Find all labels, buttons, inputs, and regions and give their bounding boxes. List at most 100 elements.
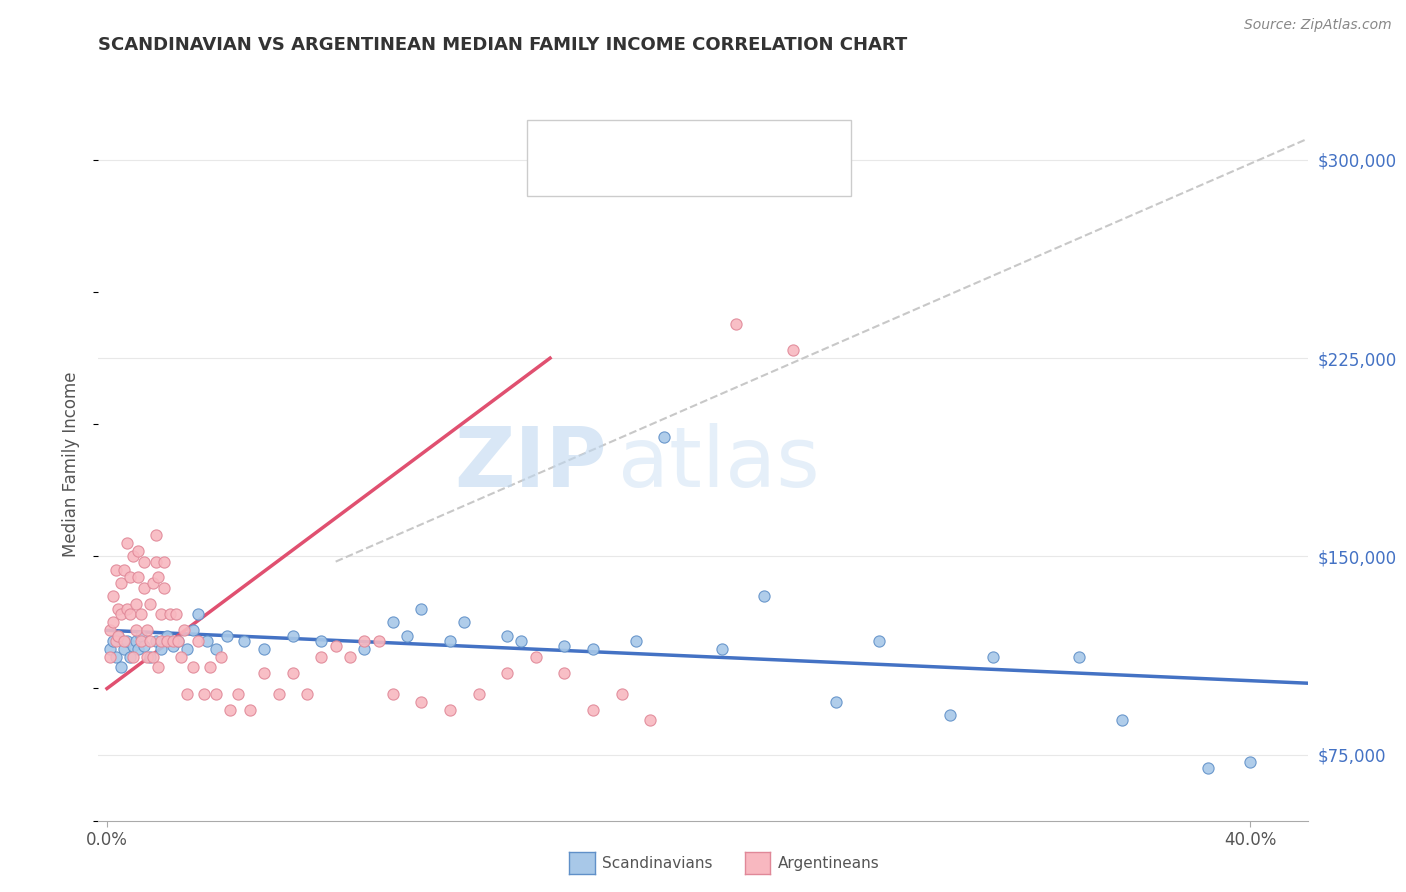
Point	[381, 615, 404, 630]
Point	[104, 634, 127, 648]
Point	[118, 649, 141, 664]
Text: R =: R =	[582, 164, 619, 182]
Point	[115, 602, 138, 616]
Text: 0.362: 0.362	[624, 164, 678, 182]
Point	[98, 649, 121, 664]
Point	[115, 634, 138, 648]
Point	[101, 615, 124, 630]
Point	[110, 575, 132, 590]
Point	[145, 555, 167, 569]
Point	[112, 634, 135, 648]
Text: ZIP: ZIP	[454, 424, 606, 504]
Point	[162, 634, 184, 648]
Point	[150, 607, 173, 622]
Point	[724, 317, 747, 331]
Point	[139, 634, 162, 648]
Point	[167, 634, 190, 648]
Point	[1111, 713, 1133, 727]
Point	[396, 629, 419, 643]
Point	[121, 639, 143, 653]
Point	[215, 629, 238, 643]
Point	[582, 641, 605, 656]
Point	[624, 634, 647, 648]
Text: SCANDINAVIAN VS ARGENTINEAN MEDIAN FAMILY INCOME CORRELATION CHART: SCANDINAVIAN VS ARGENTINEAN MEDIAN FAMIL…	[98, 36, 908, 54]
Point	[311, 634, 333, 648]
Point	[129, 634, 152, 648]
Point	[510, 634, 533, 648]
Point	[381, 687, 404, 701]
Point	[139, 597, 162, 611]
Point	[104, 563, 127, 577]
Point	[710, 641, 733, 656]
Point	[281, 665, 304, 680]
Point	[496, 629, 519, 643]
Point	[162, 639, 184, 653]
Point	[121, 649, 143, 664]
Point	[124, 634, 146, 648]
Point	[110, 607, 132, 622]
Point	[582, 703, 605, 717]
Point	[148, 660, 170, 674]
Point	[253, 665, 276, 680]
Point	[142, 649, 165, 664]
Point	[134, 581, 156, 595]
Point	[610, 687, 633, 701]
Point	[107, 602, 129, 616]
Point	[228, 687, 250, 701]
Point	[553, 639, 575, 653]
Point	[112, 563, 135, 577]
Point	[134, 639, 156, 653]
Point	[233, 634, 256, 648]
Point	[153, 555, 176, 569]
Point	[295, 687, 318, 701]
Point	[782, 343, 804, 358]
Text: N =: N =	[697, 164, 745, 182]
Point	[204, 641, 226, 656]
Text: -0.140: -0.140	[624, 134, 678, 152]
Point	[868, 634, 890, 648]
Point	[981, 649, 1004, 664]
Point	[101, 634, 124, 648]
Point	[134, 555, 156, 569]
Point	[198, 660, 221, 674]
Text: Scandinavians: Scandinavians	[602, 856, 713, 871]
Point	[367, 634, 389, 648]
Point	[253, 641, 276, 656]
Point	[112, 641, 135, 656]
Point	[104, 649, 127, 664]
Point	[311, 649, 333, 664]
Point	[439, 634, 461, 648]
Point	[98, 624, 121, 638]
Point	[187, 607, 209, 622]
Text: R =: R =	[582, 134, 619, 152]
Point	[98, 641, 121, 656]
Point	[159, 607, 181, 622]
Text: atlas: atlas	[619, 424, 820, 504]
Point	[142, 575, 165, 590]
Point	[156, 629, 179, 643]
Point	[467, 687, 489, 701]
Point	[219, 703, 242, 717]
Point	[209, 649, 232, 664]
Y-axis label: Median Family Income: Median Family Income	[62, 371, 80, 557]
Point	[148, 570, 170, 584]
Point	[121, 549, 143, 564]
Point	[353, 641, 375, 656]
Point	[1239, 756, 1261, 770]
Point	[939, 707, 962, 722]
Point	[195, 634, 218, 648]
Point	[267, 687, 290, 701]
Text: 78: 78	[748, 164, 769, 182]
Point	[193, 687, 215, 701]
Point	[176, 687, 198, 701]
Point	[181, 624, 204, 638]
Point	[754, 589, 776, 603]
Text: 51: 51	[748, 134, 769, 152]
Point	[129, 607, 152, 622]
Text: N =: N =	[697, 134, 745, 152]
Point	[1197, 761, 1219, 775]
Text: Argentineans: Argentineans	[778, 856, 879, 871]
Point	[145, 528, 167, 542]
Point	[204, 687, 226, 701]
Point	[165, 607, 187, 622]
